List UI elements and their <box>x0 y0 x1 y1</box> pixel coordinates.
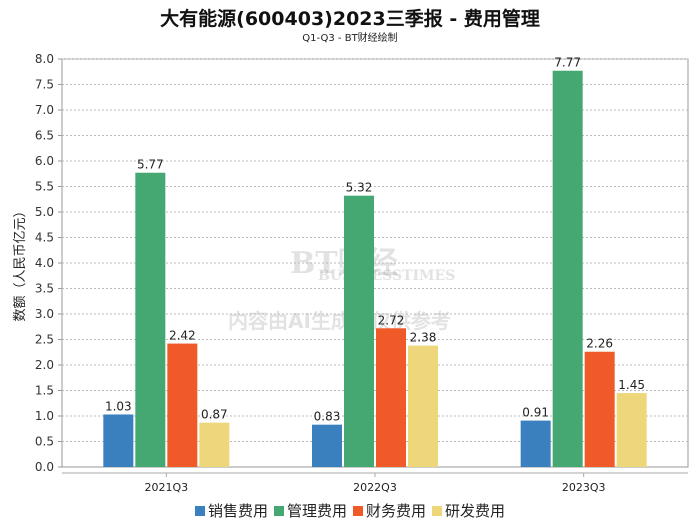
bar-2023Q3-研发费用 <box>616 393 647 467</box>
chart-title: 大有能源(600403)2023三季报 - 费用管理 <box>160 8 540 30</box>
legend-item[interactable]: 研发费用 <box>432 500 505 521</box>
y-tick-label: 1.5 <box>35 384 54 398</box>
bar-2021Q3-研发费用 <box>199 422 230 467</box>
legend-swatch <box>273 505 284 516</box>
legend: 销售费用 管理费用 财务费用 研发费用 <box>0 500 700 521</box>
y-tick-label: 3.5 <box>35 282 54 296</box>
data-label: 2.26 <box>586 337 613 351</box>
watermark-notice: 内容由AI生成，仅供参考 <box>228 309 451 333</box>
bar-2022Q3-财务费用 <box>376 328 406 467</box>
y-tick-label: 5.5 <box>35 180 54 194</box>
bar-2023Q3-财务费用 <box>584 351 615 467</box>
bar-2023Q3-管理费用 <box>552 70 583 467</box>
y-tick-label: 2.5 <box>35 333 54 347</box>
y-tick-label: 2.0 <box>35 358 54 372</box>
y-tick-label: 7.5 <box>35 78 54 92</box>
data-label: 2.38 <box>410 331 437 345</box>
data-label: 2.72 <box>378 313 405 327</box>
legend-label: 财务费用 <box>366 502 427 520</box>
data-label: 5.77 <box>137 158 164 172</box>
legend-label: 研发费用 <box>445 502 506 520</box>
legend-label: 管理费用 <box>286 502 347 520</box>
data-label: 0.87 <box>201 408 228 422</box>
x-tick-label: 2022Q3 <box>353 481 397 494</box>
y-tick-label: 0.5 <box>35 435 54 449</box>
bar-2022Q3-管理费用 <box>344 195 374 467</box>
data-label: 1.45 <box>618 378 645 392</box>
bar-2023Q3-销售费用 <box>520 420 551 467</box>
x-tick-label: 2021Q3 <box>145 481 189 494</box>
bar-2022Q3-研发费用 <box>408 345 438 467</box>
data-label: 7.77 <box>554 56 581 70</box>
legend-swatch <box>194 505 205 516</box>
y-tick-label: 1.0 <box>35 409 54 423</box>
data-label: 5.32 <box>346 181 373 195</box>
y-tick-label: 6.0 <box>35 154 54 168</box>
legend-swatch <box>353 505 363 516</box>
data-label: 0.91 <box>522 406 549 420</box>
y-tick-label: 4.5 <box>35 231 54 245</box>
y-tick-label: 0.0 <box>35 460 54 474</box>
y-tick-label: 3.0 <box>35 307 54 321</box>
bar-chart: 0.0 0.5 1.0 1.5 2.0 2.5 3.0 3.5 4.0 4.5 5.0 5.5 6.0 6… <box>13 52 689 494</box>
y-tick-label: 8.0 <box>35 52 54 66</box>
y-tick-label: 4.0 <box>35 256 54 270</box>
x-tick-label: 2023Q3 <box>562 481 606 494</box>
bar-2021Q3-销售费用 <box>103 414 134 467</box>
bar-2021Q3-管理费用 <box>135 172 166 468</box>
legend-item[interactable]: 管理费用 <box>273 500 347 521</box>
bar-2022Q3-销售费用 <box>312 424 342 467</box>
y-axis-label: 数额（人民币亿元） <box>13 204 28 321</box>
legend-item[interactable]: 财务费用 <box>353 500 426 521</box>
legend-label: 销售费用 <box>207 502 268 520</box>
chart-subtitle: Q1-Q3 - BT财经绘制 <box>302 33 398 44</box>
data-label: 2.42 <box>169 329 196 343</box>
data-label: 0.83 <box>314 410 341 424</box>
y-tick-label: 7.0 <box>35 103 54 117</box>
legend-item[interactable]: 销售费用 <box>194 500 268 521</box>
y-tick-label: 6.5 <box>35 129 54 143</box>
data-label: 1.03 <box>105 399 132 413</box>
legend-swatch <box>432 505 443 516</box>
y-tick-label: 5.0 <box>35 205 54 219</box>
bar-2021Q3-财务费用 <box>167 343 198 467</box>
